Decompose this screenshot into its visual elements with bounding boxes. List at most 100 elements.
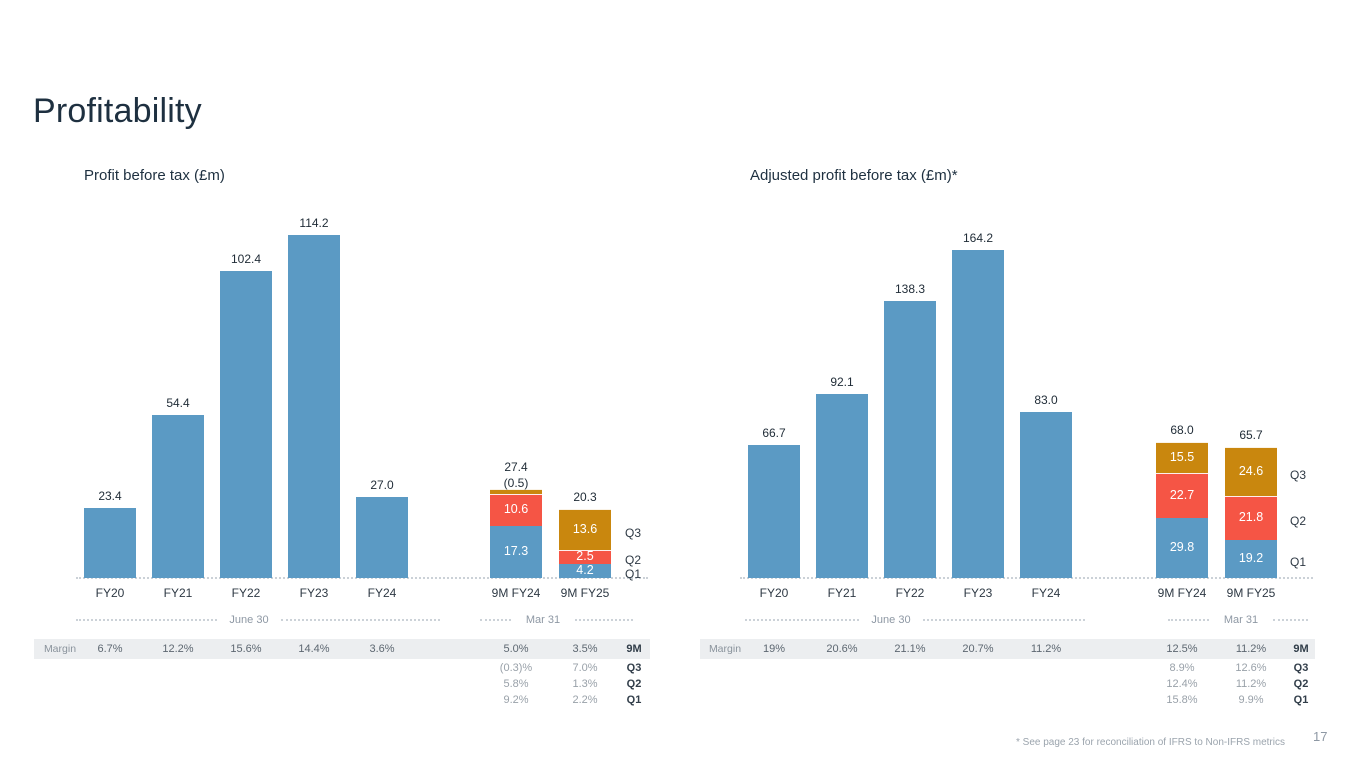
quarter-margin-value: 9.9% [1238, 694, 1264, 706]
margin-value: 3.6% [369, 643, 395, 655]
category-label: 9M FY24 [1157, 586, 1207, 600]
footnote: * See page 23 for reconciliation of IFRS… [1015, 737, 1285, 748]
margin-row-label: Margin [43, 643, 77, 655]
period-label: Mar 31 [1223, 614, 1259, 626]
quarter-row-label: Q1 [626, 694, 642, 706]
bar-fy21 [816, 394, 868, 578]
margin-value: 15.6% [230, 643, 262, 655]
margin-value: 19% [762, 643, 786, 655]
category-label: FY21 [163, 586, 193, 600]
chart-title-left: Profit before tax (£m) [84, 167, 225, 184]
period-label: Mar 31 [525, 614, 561, 626]
bar-fy22 [220, 271, 272, 578]
period-label: June 30 [871, 614, 911, 626]
bar-segment-q3 [559, 509, 611, 550]
nine-month-row-label: 9M [626, 643, 642, 655]
quarter-margin-value: 5.8% [503, 678, 529, 690]
bar-segment-q2 [1156, 473, 1208, 518]
bar-segment-q2 [559, 550, 611, 564]
bar-fy23 [288, 235, 340, 578]
quarter-margin-value: 2.2% [572, 694, 598, 706]
quarter-margin-value: 7.0% [572, 662, 598, 674]
bar-fy24 [1020, 412, 1072, 578]
quarter-margin-value: 1.3% [572, 678, 598, 690]
bar-segment-q2 [490, 494, 542, 526]
quarter-row-label: Q2 [1293, 678, 1309, 690]
margin-row-label: Margin [708, 643, 742, 655]
margin-value: 20.7% [962, 643, 994, 655]
quarter-margin-value: 12.6% [1235, 662, 1267, 674]
bar-total-label: 114.2 [299, 216, 329, 230]
bar-total-label: 23.4 [98, 489, 122, 503]
bar-fy23 [952, 250, 1004, 578]
bar-total-label: 164.2 [962, 231, 994, 245]
margin-band [700, 639, 1315, 659]
bar-segment-q3 [490, 489, 542, 494]
bar-total-label: 27.4 [504, 460, 528, 474]
dotted-line [923, 619, 1085, 621]
quarter-margin-value: 15.8% [1166, 694, 1198, 706]
dotted-line [76, 619, 217, 621]
bar-segment-q1 [559, 564, 611, 578]
dotted-line [281, 619, 440, 621]
segment-value-label: 15.5 [1169, 449, 1195, 464]
category-label: 9M FY25 [1226, 586, 1276, 600]
negative-note-label: (0.5) [503, 476, 529, 490]
margin-value: 3.5% [572, 643, 598, 655]
margin-value: 12.5% [1166, 643, 1198, 655]
segment-value-label: 2.5 [576, 549, 594, 563]
category-label: FY24 [367, 586, 397, 600]
bar-fy20 [748, 445, 800, 578]
nine-month-row-label: 9M [1293, 643, 1309, 655]
segment-value-label: 21.8 [1238, 510, 1264, 524]
dotted-line [745, 619, 859, 621]
category-label: FY22 [895, 586, 925, 600]
segment-value-label: 19.2 [1238, 551, 1264, 565]
bar-fy24 [356, 497, 408, 578]
quarter-margin-value: 11.2% [1235, 678, 1267, 690]
segment-value-label: 13.6 [572, 521, 598, 536]
bar-segment-q2 [1225, 496, 1277, 540]
bar-segment-q1 [1156, 518, 1208, 578]
category-label: FY20 [759, 586, 789, 600]
category-label: 9M FY24 [491, 586, 541, 600]
legend-label-q1: Q1 [624, 567, 641, 581]
segment-value-label: 10.6 [503, 502, 529, 516]
legend-label-q3: Q3 [624, 525, 641, 540]
chart-title-right: Adjusted profit before tax (£m)* [750, 167, 958, 184]
margin-band [34, 639, 650, 659]
margin-value: 11.2% [1235, 643, 1267, 655]
margin-value: 6.7% [97, 643, 123, 655]
bar-segment-q1 [1225, 540, 1277, 578]
dotted-line [480, 619, 511, 621]
bar-fy20 [84, 508, 136, 578]
legend-label-q2: Q2 [1289, 514, 1306, 528]
quarter-margin-value: 8.9% [1169, 662, 1195, 674]
margin-value: 12.2% [162, 643, 194, 655]
category-label: FY23 [963, 586, 993, 600]
margin-value: 20.6% [826, 643, 858, 655]
bar-total-label: 66.7 [762, 426, 786, 440]
bar-total-label: 83.0 [1034, 393, 1058, 407]
margin-value: 11.2% [1030, 643, 1062, 655]
chart-baseline [740, 577, 1313, 579]
period-label: June 30 [229, 614, 269, 626]
category-label: 9M FY25 [560, 586, 610, 600]
category-label: FY24 [1031, 586, 1061, 600]
dotted-line [1168, 619, 1209, 621]
margin-value: 5.0% [503, 643, 529, 655]
slide-title: Profitability [33, 92, 202, 130]
bar-fy21 [152, 415, 204, 578]
segment-value-label: 24.6 [1238, 463, 1264, 478]
segment-value-label: 17.3 [503, 544, 529, 558]
page-number: 17 [1313, 729, 1328, 744]
bar-fy22 [884, 301, 936, 578]
quarter-margin-value: 12.4% [1166, 678, 1198, 690]
segment-value-label: 22.7 [1169, 487, 1195, 502]
bar-total-label: 138.3 [894, 282, 926, 296]
legend-label-q2: Q2 [624, 553, 641, 567]
legend-label-q3: Q3 [1289, 467, 1306, 482]
bar-total-label: 102.4 [230, 252, 262, 266]
quarter-row-label: Q3 [1293, 662, 1309, 674]
